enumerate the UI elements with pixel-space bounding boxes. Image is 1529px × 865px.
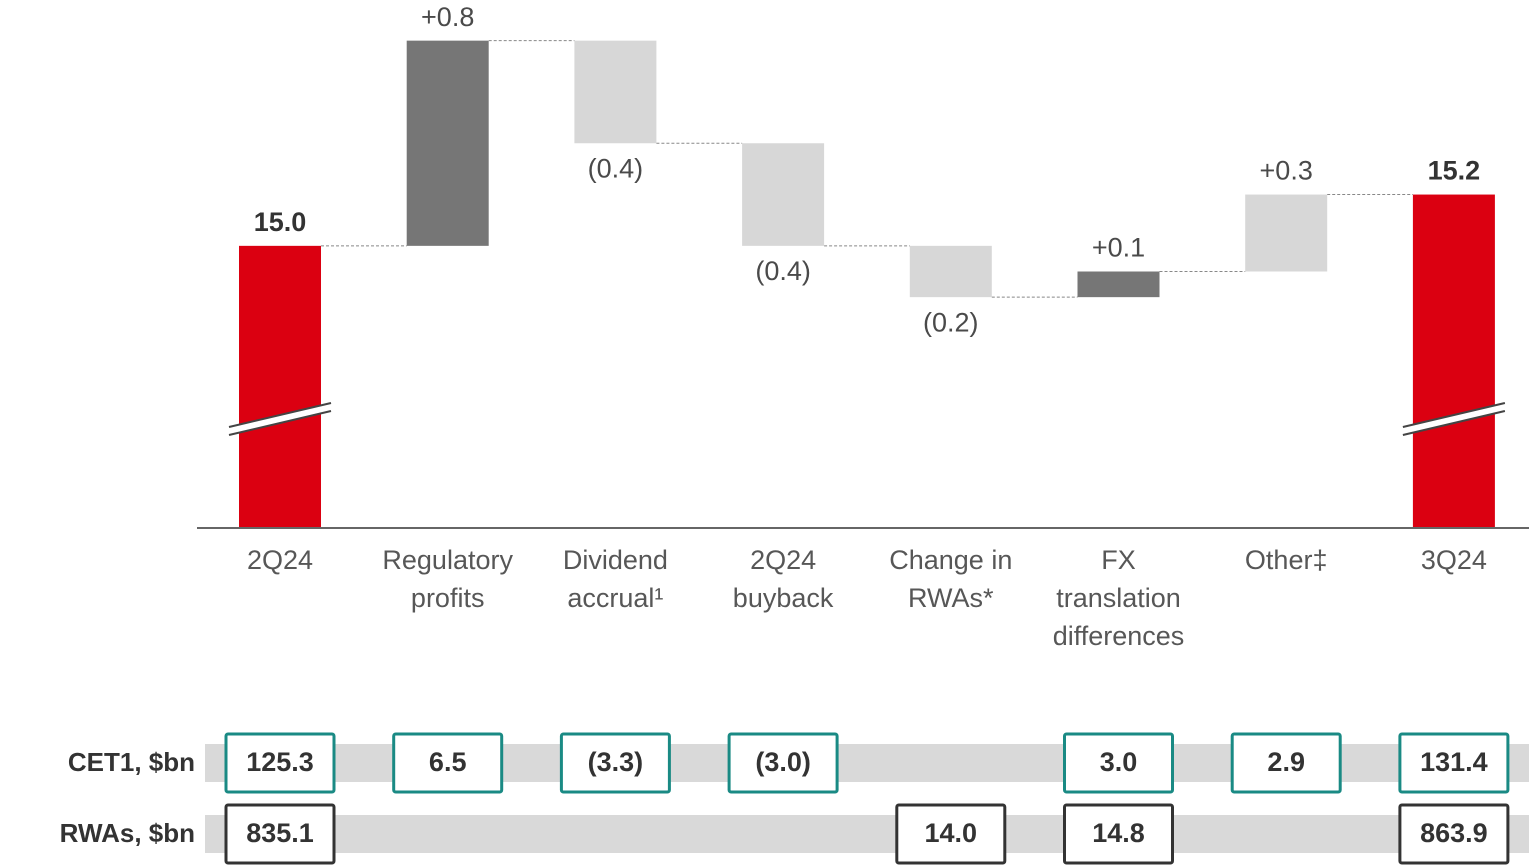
x-tick-label: FX [1101, 545, 1136, 575]
value-label: +0.3 [1260, 156, 1313, 186]
cell-value: 14.0 [925, 818, 978, 848]
cell-box [1230, 732, 1342, 794]
row-label: CET1, $bn [68, 747, 195, 777]
x-tick-label: 2Q24 [750, 545, 816, 575]
bar [574, 40, 657, 144]
axis-break-gap [229, 403, 331, 435]
cell-box [727, 732, 839, 794]
value-label: (0.4) [755, 256, 811, 286]
x-tick-label: 3Q24 [1421, 545, 1487, 575]
cell-value: 14.8 [1092, 818, 1145, 848]
cell-value: (3.3) [588, 747, 644, 777]
x-tick-label: Change in [889, 545, 1012, 575]
value-label: +0.8 [421, 2, 474, 32]
axis-break-line [228, 402, 332, 428]
axis-break-gap [1402, 403, 1505, 435]
row-band [205, 815, 1529, 853]
cell-value: 6.5 [429, 747, 467, 777]
bar [909, 245, 992, 298]
cell-box [392, 732, 504, 794]
axis-break-line [1402, 402, 1506, 428]
cell-value: 131.4 [1420, 747, 1488, 777]
value-label: +0.1 [1092, 233, 1145, 263]
bar [1077, 271, 1160, 298]
axis-break-line [228, 410, 332, 436]
cell-value: (3.0) [755, 747, 811, 777]
bar [239, 245, 321, 528]
cell-box [1398, 732, 1510, 794]
bar [742, 143, 825, 246]
x-tick-label: buyback [733, 583, 834, 613]
bar [406, 40, 489, 246]
value-label: 15.0 [254, 207, 307, 237]
row-label: RWAs, $bn [60, 818, 195, 848]
cell-box [559, 732, 671, 794]
cell-value: 863.9 [1420, 818, 1488, 848]
cell-box [224, 732, 336, 794]
cell-box [1398, 803, 1510, 865]
bar [1245, 194, 1328, 272]
value-label: (0.4) [588, 153, 644, 183]
cell-value: 125.3 [246, 747, 314, 777]
axis-break-line [1402, 410, 1506, 436]
bar [1412, 194, 1495, 529]
cell-box [895, 803, 1007, 865]
cell-value: 835.1 [246, 818, 314, 848]
value-label: (0.2) [923, 307, 979, 337]
x-tick-label: differences [1053, 621, 1185, 651]
x-tick-label: 2Q24 [247, 545, 313, 575]
x-tick-label: Regulatory [382, 545, 513, 575]
cell-box [1063, 803, 1174, 865]
cell-value: 2.9 [1267, 747, 1305, 777]
x-tick-label: accrual¹ [567, 583, 663, 613]
cell-box [224, 803, 336, 865]
cell-box [1063, 732, 1174, 794]
x-tick-label: Other‡ [1245, 545, 1328, 575]
x-tick-label: profits [411, 583, 485, 613]
cell-value: 3.0 [1100, 747, 1138, 777]
value-label: 15.2 [1428, 156, 1481, 186]
x-tick-label: translation [1056, 583, 1181, 613]
x-tick-label: Dividend [563, 545, 668, 575]
x-tick-label: RWAs* [908, 583, 994, 613]
